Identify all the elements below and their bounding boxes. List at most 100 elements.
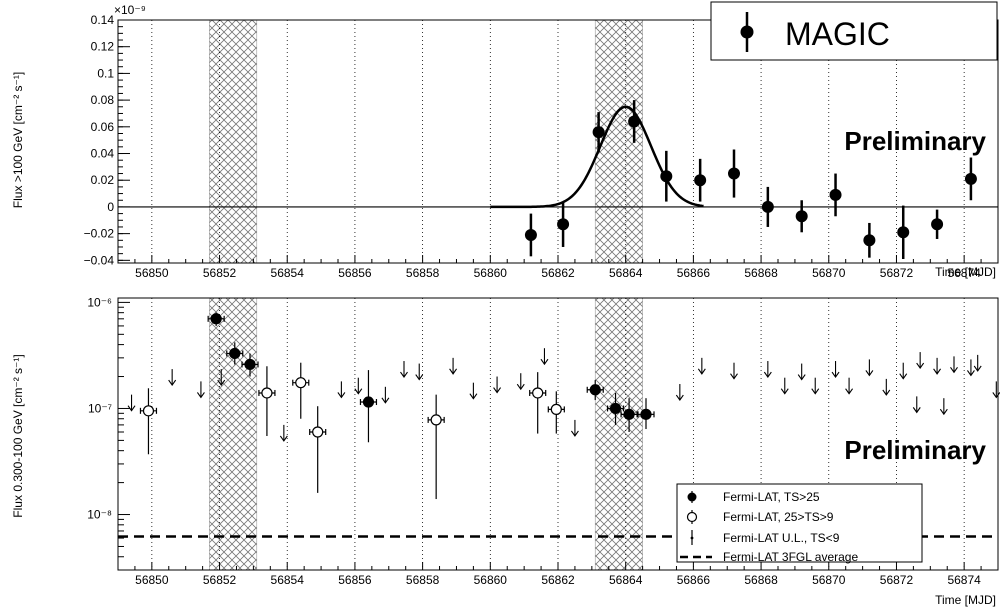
magic-x-axis-label: Time [MJD] xyxy=(935,265,996,279)
upper-limit-arrow xyxy=(675,384,684,401)
upper-limit-arrow xyxy=(540,348,549,366)
x-tick-label: 56874 xyxy=(947,266,981,280)
y-tick-label: 0.04 xyxy=(91,147,115,161)
data-marker xyxy=(430,414,442,426)
fermi-legend-box xyxy=(676,483,923,563)
x-tick-label: 56860 xyxy=(474,266,508,280)
upper-limit-arrow xyxy=(933,357,942,375)
magic-data-point xyxy=(829,173,842,217)
x-tick-label: 56868 xyxy=(744,573,778,587)
x-tick-label: 56858 xyxy=(406,266,440,280)
legend-ul-label: Fermi-LAT U.L., TS<9 xyxy=(723,531,840,545)
fermi-y-axis-label: Flux 0.300-100 GeV [cm⁻² s⁻¹] xyxy=(11,354,25,517)
upper-limit-arrow xyxy=(381,386,390,404)
legend-filled-marker xyxy=(687,492,697,502)
fermi-detection-point xyxy=(207,312,225,326)
magic-panel: 56850 56852 56854 56856 56858 56860 56862 56864… xyxy=(11,1,999,280)
fermi-detection-point xyxy=(359,370,378,443)
fermi-legend: Fermi-LAT, TS>25 Fermi-LAT, 25>TS>9 Ferm… xyxy=(676,483,923,564)
data-marker xyxy=(550,403,562,415)
x-tick-label: 56866 xyxy=(677,266,711,280)
magic-y-multiplier: ×10⁻⁹ xyxy=(114,3,146,17)
fermi-y-axis: 10⁻⁸ 10⁻⁷ 10⁻⁶ xyxy=(87,295,130,571)
fermi-open-points xyxy=(139,362,565,500)
fermi-marginal-point xyxy=(427,394,445,500)
upper-limit-arrow xyxy=(415,363,424,381)
x-tick-label: 56874 xyxy=(947,573,981,587)
fermi-x-axis: 56850 56852 56854 56856 56858 56860 56862 56864… xyxy=(117,562,999,587)
magic-data-point xyxy=(795,200,808,233)
x-tick-label: 56870 xyxy=(812,573,846,587)
x-tick-label: 56866 xyxy=(677,573,711,587)
upper-limit-arrow xyxy=(493,376,502,394)
y-tick-label: −0.04 xyxy=(84,253,115,267)
fermi-filled-points xyxy=(207,312,655,443)
magic-data-point xyxy=(660,150,673,202)
magic-legend-marker xyxy=(740,25,754,39)
x-tick-label: 56862 xyxy=(541,266,575,280)
upper-limit-arrow xyxy=(400,361,408,378)
upper-limit-arrow xyxy=(780,377,789,395)
data-marker xyxy=(210,313,222,325)
upper-limit-arrow xyxy=(354,377,363,395)
magic-data-point xyxy=(761,186,774,227)
magic-data-point xyxy=(524,213,537,257)
data-marker xyxy=(761,200,774,213)
x-tick-label: 56858 xyxy=(406,573,440,587)
upper-limit-arrow xyxy=(797,363,806,381)
magic-shaded-intervals xyxy=(209,19,643,264)
x-tick-label: 56852 xyxy=(203,266,237,280)
upper-limit-arrow xyxy=(449,357,458,375)
data-marker xyxy=(362,396,375,408)
y-tick-label: 10⁻⁶ xyxy=(87,295,112,309)
upper-limit-arrow xyxy=(570,419,579,437)
legend-avg-label: Fermi-LAT 3FGL average xyxy=(723,550,858,564)
fermi-upper-limits xyxy=(127,348,1000,442)
x-tick-label: 56864 xyxy=(609,573,643,587)
x-tick-label: 56862 xyxy=(541,573,575,587)
fermi-panel: 56850 56852 56854 56856 56858 56860 56862 56864… xyxy=(11,295,1000,607)
fermi-marginal-point xyxy=(309,406,327,493)
magic-data-point xyxy=(557,201,570,247)
data-marker xyxy=(931,218,944,231)
magic-data-point xyxy=(964,157,977,201)
data-marker xyxy=(524,228,537,241)
upper-limit-arrow xyxy=(469,382,478,400)
x-tick-label: 56872 xyxy=(880,266,914,280)
upper-limit-arrow xyxy=(127,394,136,412)
data-marker xyxy=(964,172,977,185)
data-marker xyxy=(532,387,544,399)
upper-limit-arrow xyxy=(337,381,346,399)
magic-preliminary-label: Preliminary xyxy=(844,126,986,156)
x-tick-label: 56856 xyxy=(338,573,372,587)
fermi-detection-point xyxy=(226,342,244,365)
fermi-detection-point xyxy=(620,398,638,432)
magic-data-point xyxy=(897,205,910,259)
data-marker xyxy=(295,377,307,389)
upper-limit-arrow xyxy=(899,362,908,380)
upper-limit-arrow xyxy=(279,424,288,442)
upper-limit-arrow xyxy=(196,381,205,399)
fermi-detection-point xyxy=(637,398,655,430)
data-marker xyxy=(829,188,842,201)
upper-limit-arrow xyxy=(916,352,925,370)
x-tick-label: 56850 xyxy=(135,573,169,587)
fermi-detection-point xyxy=(586,380,604,401)
data-marker xyxy=(660,170,673,183)
data-marker xyxy=(628,115,641,128)
upper-limit-arrow xyxy=(966,359,975,377)
upper-limit-arrow xyxy=(882,378,891,396)
upper-limit-arrow xyxy=(939,398,948,416)
upper-limit-arrow xyxy=(730,362,738,380)
data-marker xyxy=(728,167,740,180)
x-tick-label: 56872 xyxy=(880,573,914,587)
x-tick-label: 56860 xyxy=(474,573,508,587)
magic-y-axis-label: Flux >100 GeV [cm⁻² s⁻¹] xyxy=(11,72,25,208)
data-marker xyxy=(863,234,876,247)
data-marker xyxy=(609,402,622,415)
y-tick-label: 0.14 xyxy=(91,13,115,27)
magic-data-point xyxy=(592,112,605,153)
fermi-detection-point xyxy=(241,353,259,377)
y-tick-label: 0.1 xyxy=(97,66,114,80)
